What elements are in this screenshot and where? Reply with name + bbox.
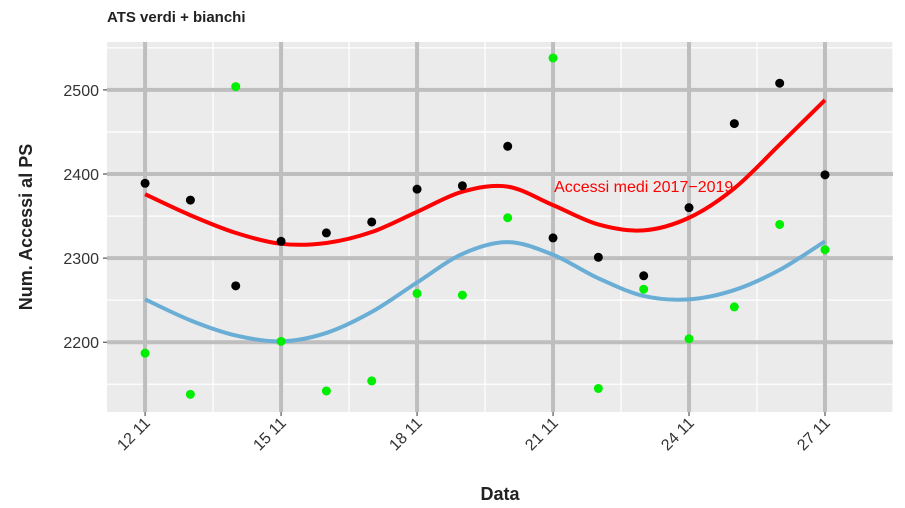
smooth-line xyxy=(144,239,827,344)
x-tick-label: 18 11 xyxy=(386,415,426,455)
point xyxy=(548,233,558,243)
chart-title: ATS verdi + bianchi xyxy=(107,9,246,26)
point xyxy=(140,348,150,358)
point xyxy=(457,181,467,191)
y-tick-label: 2300 xyxy=(63,251,99,268)
point xyxy=(412,184,422,194)
point xyxy=(140,178,150,188)
point xyxy=(276,336,286,346)
point xyxy=(684,203,694,213)
x-tick-label: 15 11 xyxy=(250,415,290,455)
point xyxy=(185,389,195,399)
x-axis-label: Data xyxy=(480,484,520,504)
annotation: Accessi medi 2017−2019 xyxy=(554,179,733,196)
point xyxy=(684,334,694,344)
point xyxy=(276,236,286,246)
point xyxy=(231,281,241,291)
point xyxy=(503,213,513,223)
point xyxy=(321,386,331,396)
point xyxy=(639,284,649,294)
point xyxy=(231,82,241,92)
point xyxy=(593,383,603,393)
x-tick-label: 24 11 xyxy=(658,415,698,455)
point xyxy=(503,141,513,151)
y-tick-label: 2500 xyxy=(63,83,99,100)
point xyxy=(820,245,830,255)
x-tick-label: 21 11 xyxy=(522,415,562,455)
y-axis-label: Num. Accessi al PS xyxy=(16,144,36,310)
y-tick-label: 2400 xyxy=(63,167,99,184)
point xyxy=(820,170,830,180)
point xyxy=(775,219,785,229)
point xyxy=(457,290,467,300)
point xyxy=(412,288,422,298)
point xyxy=(593,252,603,262)
point xyxy=(185,195,195,205)
point xyxy=(639,271,649,281)
x-tick-label: 12 11 xyxy=(114,415,154,455)
x-tick-label: 27 11 xyxy=(794,415,834,455)
point xyxy=(729,119,739,129)
point xyxy=(775,78,785,88)
plot-background xyxy=(107,42,893,412)
point xyxy=(729,302,739,312)
point xyxy=(367,217,377,227)
point xyxy=(367,376,377,386)
y-tick-label: 2200 xyxy=(63,335,99,352)
point xyxy=(548,53,558,63)
smooth-line xyxy=(144,98,827,247)
point xyxy=(321,228,331,238)
